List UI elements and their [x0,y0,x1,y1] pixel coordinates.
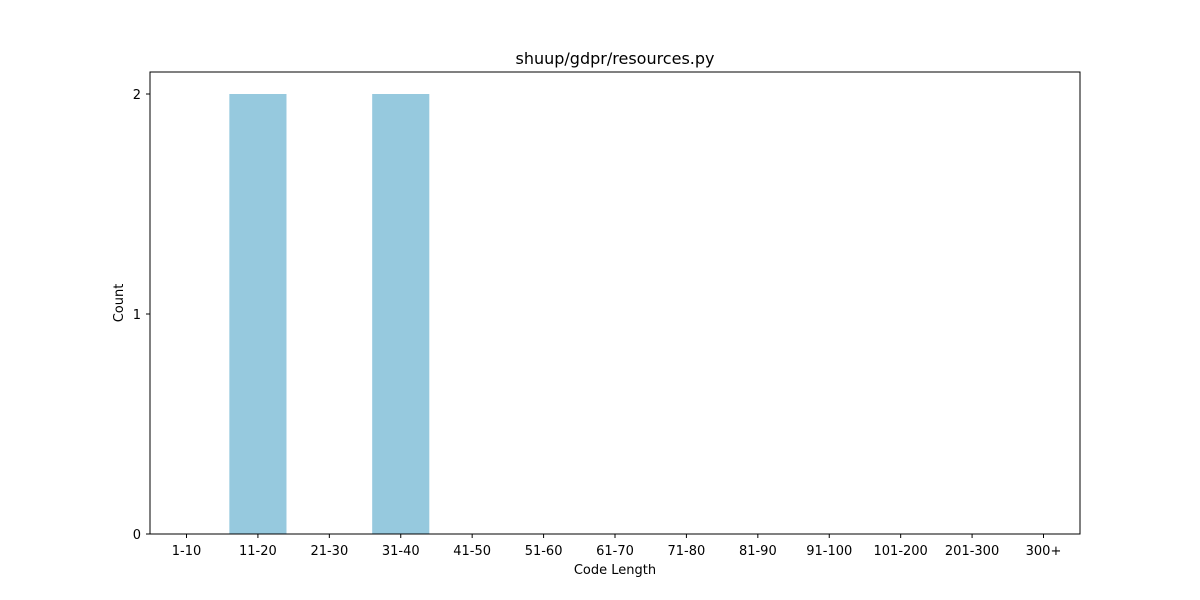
x-tick-label: 41-50 [453,544,491,559]
x-tick-label: 71-80 [668,544,706,559]
x-tick-label: 101-200 [874,544,928,559]
y-tick-label: 0 [133,528,141,543]
x-tick-label: 201-300 [945,544,999,559]
x-tick-label: 21-30 [310,544,348,559]
bar-31-40 [372,94,430,534]
x-tick-label: 300+ [1026,544,1062,559]
x-tick-label: 1-10 [172,544,202,559]
y-tick-label: 2 [133,88,141,103]
x-axis-label: Code Length [574,563,656,578]
bar-11-20 [229,94,287,534]
x-axis: 1-10 11-20 21-30 31-40 41-50 51-60 61-70 71-80 8… [172,534,1062,559]
x-tick-label: 91-100 [806,544,852,559]
x-tick-label: 61-70 [596,544,634,559]
x-tick-label: 31-40 [382,544,420,559]
plot-frame [149,71,1081,535]
x-tick-label: 11-20 [239,544,277,559]
x-tick-label: 81-90 [739,544,777,559]
y-axis-label: Count [112,284,127,323]
y-tick-label: 1 [133,308,141,323]
chart-title: shuup/gdpr/resources.py [516,49,715,68]
bars-group [229,94,430,534]
x-tick-label: 51-60 [525,544,563,559]
y-axis: 0 1 2 [133,88,150,543]
